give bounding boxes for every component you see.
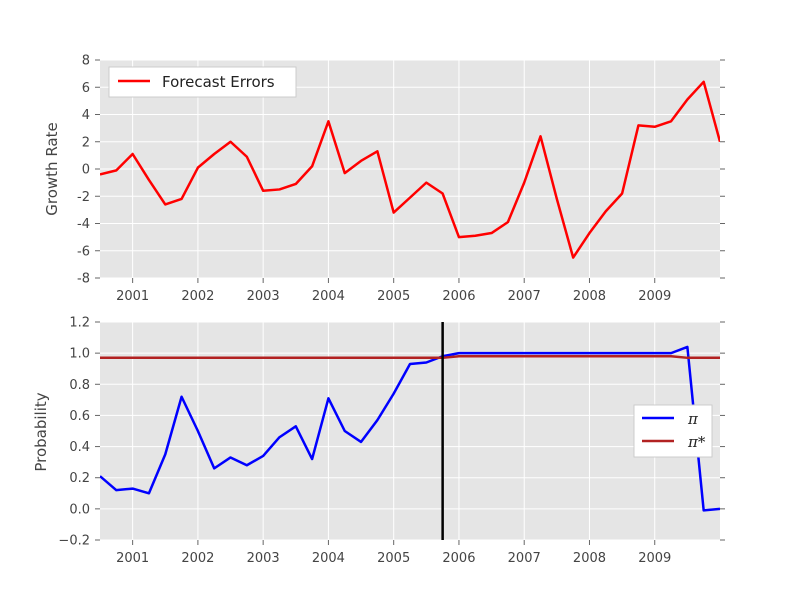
top-x-ticks: 2001 2002 2003 2004 2005 2006 2007 2008 2009: [116, 278, 671, 304]
series-line-top-0: [100, 80, 720, 259]
bottom-legend-label-pi-star: π*: [687, 433, 706, 451]
series-line-bot-0: [100, 345, 720, 512]
x-tick-label: 2008: [573, 551, 606, 566]
x-tick-label: 2006: [442, 289, 475, 304]
y-tick-label: -6: [77, 244, 90, 259]
y-tick-label: 4: [82, 108, 90, 123]
x-tick-label: 2003: [247, 551, 280, 566]
x-tick-label: 2001: [116, 551, 149, 566]
y-tick-label: 0.6: [69, 409, 90, 424]
y-tick-label: -2: [77, 190, 90, 205]
bottom-legend-box: [633, 404, 713, 458]
x-tick-label: 2001: [116, 289, 149, 304]
x-tick-label: 2009: [638, 289, 671, 304]
y-tick-label: 0.2: [69, 471, 90, 486]
x-tick-label: 2007: [508, 551, 541, 566]
top-legend-label-forecast-errors: Forecast Errors: [162, 73, 275, 91]
y-tick-label: 1.2: [69, 316, 90, 331]
y-tick-label: 0.4: [69, 440, 90, 455]
bottom-plot-background: [100, 322, 720, 540]
top-series-group: [100, 80, 720, 259]
bottom-y-axis-label: Probability: [32, 392, 50, 471]
x-tick-label: 2004: [312, 551, 345, 566]
bottom-legend: π π*: [633, 404, 713, 458]
x-tick-label: 2004: [312, 289, 345, 304]
x-tick-label: 2002: [181, 289, 214, 304]
top-y-axis-label: Growth Rate: [43, 122, 61, 215]
y-tick-label: 0.0: [69, 502, 90, 517]
y-tick-label: 2: [82, 135, 90, 150]
x-tick-label: 2005: [377, 289, 410, 304]
y-tick-label: -8: [77, 272, 90, 287]
y-tick-label: 0.8: [69, 378, 90, 393]
x-tick-label: 2003: [247, 289, 280, 304]
top-legend: Forecast Errors: [108, 66, 297, 98]
x-tick-label: 2005: [377, 551, 410, 566]
y-tick-label: 8: [82, 54, 90, 69]
y-tick-label: -4: [77, 217, 90, 232]
x-tick-label: 2007: [508, 289, 541, 304]
bottom-series-group: [100, 322, 720, 540]
x-tick-label: 2006: [442, 551, 475, 566]
top-y-ticks: -8 -6 -4 -2 0 2 4 6 8: [77, 54, 725, 287]
y-tick-label: 0: [82, 163, 90, 178]
y-tick-label: 6: [82, 81, 90, 96]
bottom-y-ticks: −0.2 0.0 0.2 0.4 0.6 0.8 1.0 1.2: [58, 316, 725, 549]
x-tick-label: 2008: [573, 289, 606, 304]
series-line-bot-1: [100, 355, 720, 360]
bottom-panel: −0.20.00.20.40.60.81.01.2 2001 2002 2003 20…: [32, 316, 725, 566]
x-tick-label: 2002: [181, 551, 214, 566]
bottom-x-ticks: 2001 2002 2003 2004 2005 2006 2007 2008 2009: [116, 540, 671, 566]
x-tick-label: 2009: [638, 551, 671, 566]
bottom-legend-label-pi: π: [687, 410, 699, 428]
bottom-gridlines: [100, 321, 720, 541]
y-tick-label: −0.2: [58, 534, 90, 549]
y-tick-label: 1.0: [69, 347, 90, 362]
